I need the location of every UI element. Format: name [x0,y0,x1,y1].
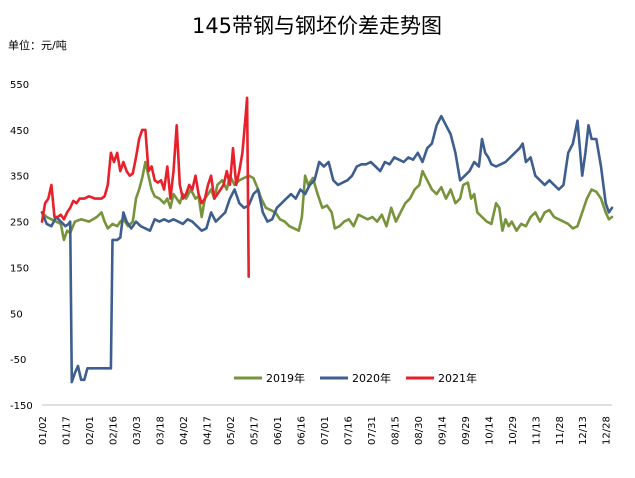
unit-label: 单位：元/吨 [8,38,67,52]
x-tick-label: 09/29 [461,416,472,445]
y-tick-label: 450 [10,126,29,137]
x-tick-label: 07/31 [367,416,378,445]
x-tick-label: 01/02 [38,416,49,445]
y-tick-label: 350 [10,172,29,183]
x-axis: 01/02 01/17 02/01 02/16 03/03 03/18 04/02 04/17… [38,404,613,445]
y-tick-label: -50 [10,355,26,366]
y-tick-label: 50 [10,309,23,320]
x-tick-label: 11/13 [531,416,542,445]
y-tick-label: 150 [10,263,29,274]
x-tick-label: 12/28 [602,416,613,445]
series-line-1 [40,160,614,242]
chart-title: 145带钢与钢坯价差走势图 [192,14,442,38]
legend-label: 2019年 [266,371,305,385]
x-tick-label: 05/02 [226,416,237,445]
y-axis-ticks: 550 450 350 250 150 50 -50 -150 [10,80,33,412]
x-tick-label: 03/18 [155,416,166,445]
x-tick-label: 02/01 [85,416,96,445]
x-tick-label: 02/16 [108,416,119,445]
x-tick-label: 05/17 [249,416,260,445]
x-tick-label: 03/03 [132,416,143,445]
x-tick-label: 08/15 [390,416,401,445]
y-tick-label: 250 [10,218,29,229]
x-tick-label: 08/30 [414,416,425,445]
legend-label: 2021年 [438,371,477,385]
x-tick-label: 04/02 [179,416,190,445]
x-tick-label: 12/13 [578,416,589,445]
x-tick-label: 06/01 [273,416,284,445]
series-line-3 [40,96,250,278]
y-tick-label: 550 [10,80,29,91]
y-tick-label: -150 [10,401,33,412]
legend-label: 2020年 [352,371,391,385]
series-lines [40,96,614,384]
x-tick-label: 06/16 [296,416,307,445]
x-tick-label: 10/14 [484,416,495,445]
x-tick-label: 10/29 [508,416,519,445]
x-tick-label: 11/28 [555,416,566,445]
x-tick-label: 01/17 [61,416,72,445]
legend: 2019年 2020年 2021年 [234,371,477,385]
x-tick-label: 09/14 [437,416,448,445]
x-tick-label: 07/01 [320,416,331,445]
x-tick-label: 04/17 [202,416,213,445]
series-line-2 [40,114,614,384]
x-tick-label: 07/16 [343,416,354,445]
